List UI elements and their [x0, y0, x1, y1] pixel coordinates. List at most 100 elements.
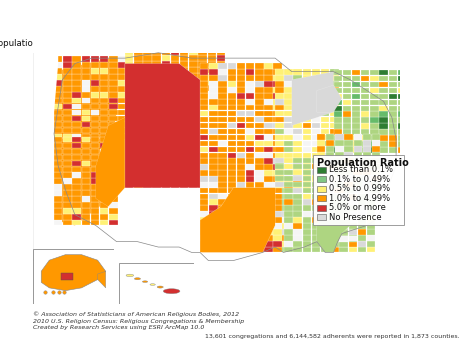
Text: No Presence: No Presence — [329, 212, 382, 221]
Bar — [246, 158, 255, 164]
Bar — [153, 135, 161, 140]
Bar — [321, 241, 329, 246]
Bar — [100, 166, 109, 172]
Bar — [228, 182, 236, 188]
Bar — [348, 176, 357, 181]
Bar — [273, 223, 282, 229]
Bar — [302, 217, 311, 223]
Bar — [326, 146, 335, 152]
Bar — [82, 74, 90, 80]
Bar — [312, 129, 320, 134]
Bar — [334, 100, 342, 105]
Bar — [275, 164, 283, 169]
Bar — [73, 56, 81, 62]
Bar — [200, 206, 209, 211]
Bar — [317, 186, 326, 192]
Bar — [91, 173, 99, 178]
Bar — [275, 176, 283, 181]
Bar — [370, 70, 379, 75]
Bar — [91, 116, 99, 121]
Bar — [246, 164, 255, 170]
Bar — [312, 158, 320, 164]
Bar — [54, 220, 63, 226]
Bar — [100, 80, 109, 86]
Bar — [293, 223, 302, 229]
Bar — [153, 87, 161, 93]
Bar — [109, 116, 118, 121]
Bar — [372, 164, 380, 169]
Bar — [54, 56, 63, 62]
Bar — [54, 98, 63, 103]
Bar — [180, 123, 189, 128]
Bar — [209, 188, 218, 193]
Bar — [63, 74, 72, 80]
Bar — [63, 122, 72, 127]
Bar — [54, 74, 63, 80]
Bar — [134, 75, 143, 81]
Bar — [339, 200, 348, 206]
Bar — [334, 82, 342, 87]
Bar — [389, 88, 397, 93]
Bar — [389, 147, 397, 153]
Bar — [209, 123, 218, 128]
Bar — [82, 184, 90, 190]
Text: 0.5% to 0.99%: 0.5% to 0.99% — [329, 184, 391, 193]
Bar — [100, 116, 109, 121]
Bar — [171, 105, 179, 110]
Bar — [153, 61, 161, 67]
Bar — [228, 217, 236, 223]
Bar — [63, 68, 72, 74]
Bar — [317, 152, 325, 157]
Bar — [219, 241, 227, 246]
Bar — [339, 247, 348, 253]
Bar — [343, 70, 351, 75]
Bar — [189, 117, 198, 122]
Bar — [189, 123, 198, 128]
Bar — [264, 87, 273, 93]
Bar — [208, 49, 216, 55]
Bar — [321, 153, 329, 158]
Bar — [348, 241, 357, 246]
Bar — [321, 140, 329, 146]
Bar — [198, 170, 207, 176]
Bar — [370, 111, 379, 117]
Bar — [344, 152, 353, 157]
Bar — [284, 241, 293, 246]
Bar — [82, 80, 90, 86]
Bar — [335, 170, 344, 175]
Bar — [180, 129, 189, 134]
Bar — [273, 105, 282, 110]
Bar — [73, 128, 81, 133]
Bar — [321, 247, 329, 253]
Bar — [198, 176, 207, 182]
Bar — [398, 70, 406, 75]
Bar — [200, 229, 209, 235]
Bar — [275, 111, 283, 116]
Bar — [73, 202, 81, 208]
Bar — [209, 63, 218, 69]
Bar — [219, 229, 227, 235]
Bar — [63, 190, 72, 196]
Bar — [63, 208, 72, 213]
Bar — [73, 179, 81, 184]
Bar — [379, 129, 388, 135]
Bar — [321, 200, 329, 206]
Text: 5.0% or more: 5.0% or more — [329, 203, 386, 212]
Bar — [217, 85, 225, 91]
Bar — [63, 110, 72, 115]
Bar — [334, 106, 342, 111]
Bar — [134, 55, 143, 61]
Bar — [82, 104, 90, 109]
Bar — [198, 111, 207, 116]
Bar — [189, 135, 198, 140]
Bar — [264, 211, 273, 217]
Bar — [255, 217, 264, 223]
Bar — [162, 153, 170, 158]
Bar — [54, 128, 63, 133]
Bar — [189, 75, 198, 81]
Bar — [348, 218, 357, 223]
Bar — [352, 70, 360, 75]
Bar — [100, 92, 109, 98]
Bar — [73, 86, 81, 92]
Bar — [255, 182, 264, 188]
